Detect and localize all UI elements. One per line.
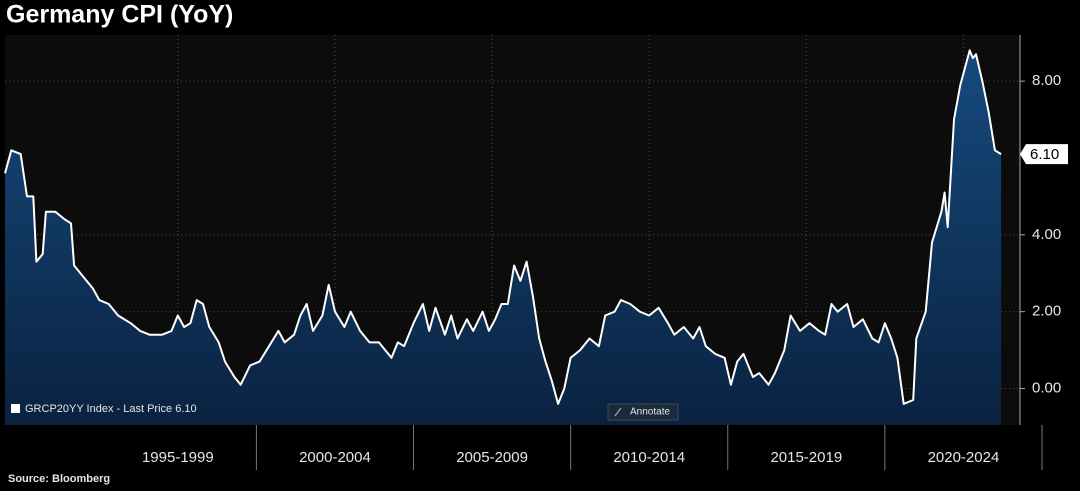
x-tick-label: 2015-2019 bbox=[770, 449, 842, 466]
legend-swatch bbox=[11, 404, 20, 413]
annotate-label[interactable]: Annotate bbox=[630, 407, 670, 418]
y-tick-label: 8.00 bbox=[1032, 72, 1061, 89]
annotate-button[interactable] bbox=[607, 403, 679, 421]
chart-title: Germany CPI (YoY) bbox=[6, 1, 233, 29]
y-tick-label: 4.00 bbox=[1032, 226, 1061, 243]
annotate-icon[interactable] bbox=[614, 407, 622, 417]
line bbox=[4, 49, 1002, 405]
source: Source: Bloomberg bbox=[8, 473, 110, 485]
x-tick-label: 2010-2014 bbox=[613, 449, 685, 466]
last-price-label: 6.10 bbox=[1030, 146, 1059, 163]
x-tick-label: 2020-2024 bbox=[928, 449, 1000, 466]
area bbox=[5, 50, 1002, 426]
x-tick-label: 2000-2004 bbox=[299, 449, 371, 466]
x-tick-label: 2005-2009 bbox=[456, 449, 528, 466]
legend-label: GRCP20YY Index - Last Price 6.10 bbox=[25, 403, 197, 415]
y-tick-label: 2.00 bbox=[1032, 303, 1061, 320]
last-price-marker bbox=[1020, 144, 1068, 165]
y-tick-label: 0.00 bbox=[1032, 379, 1061, 396]
x-tick-label: 1995-1999 bbox=[142, 449, 214, 466]
